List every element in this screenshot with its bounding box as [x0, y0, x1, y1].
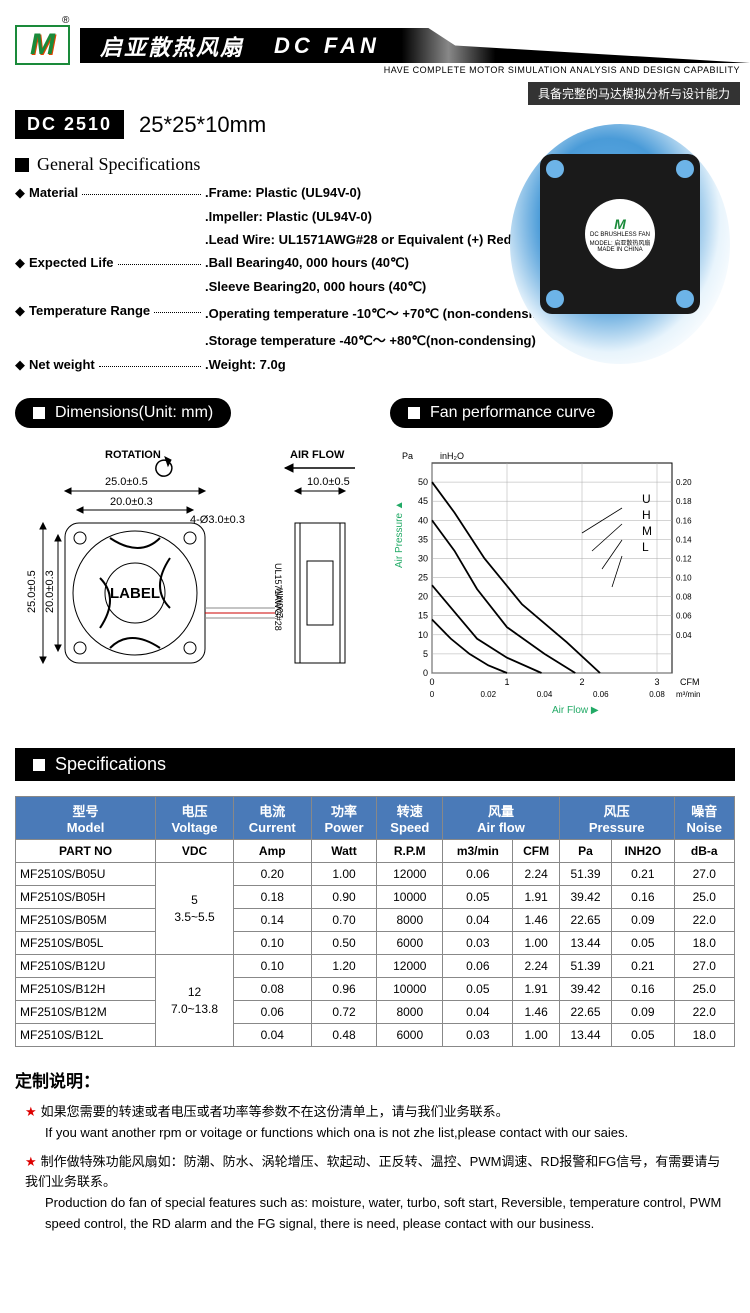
svg-text:m³/min: m³/min — [676, 690, 700, 699]
fan-product-image: M DC BRUSHLESS FAN MODEL: 启亚散热风扇 MADE IN… — [510, 124, 730, 364]
svg-text:Air Pressure ▲: Air Pressure ▲ — [394, 500, 405, 568]
svg-text:30: 30 — [418, 553, 428, 563]
dimensions-diagram: ROTATION AIR FLOW 25.0±0.5 20.0±0.3 4-Ø3… — [15, 443, 360, 703]
svg-text:U: U — [642, 492, 651, 506]
logo-letter: M — [30, 28, 55, 62]
svg-text:0.02: 0.02 — [480, 690, 496, 699]
logo: M — [15, 25, 70, 65]
dimensions-title: Dimensions(Unit: mm) — [15, 398, 231, 428]
title-en: DC FAN — [274, 33, 380, 59]
svg-text:0.16: 0.16 — [676, 516, 692, 525]
svg-text:35: 35 — [418, 534, 428, 544]
svg-text:M: M — [642, 524, 652, 538]
svg-text:25: 25 — [418, 573, 428, 583]
svg-text:0.04: 0.04 — [676, 631, 692, 640]
svg-text:4-Ø3.0±0.3: 4-Ø3.0±0.3 — [190, 514, 245, 526]
svg-text:0.08: 0.08 — [676, 593, 692, 602]
svg-text:Pa: Pa — [402, 451, 413, 461]
title-bar: 启亚散热风扇 DC FAN — [80, 28, 750, 63]
diagrams-row: Dimensions(Unit: mm) ROTATION AIR FLOW 2… — [0, 398, 750, 728]
svg-text:H: H — [642, 508, 651, 522]
svg-text:0.18: 0.18 — [676, 497, 692, 506]
svg-text:CFM: CFM — [680, 677, 700, 687]
svg-text:20.0±0.3: 20.0±0.3 — [44, 570, 56, 613]
svg-text:0.06: 0.06 — [676, 612, 692, 621]
svg-text:0: 0 — [430, 690, 435, 699]
performance-curve-chart: 0 5 10 15 20 25 30 35 40 45 50 0 1 2 3 0.04 0.06 0.08 0.10… — [390, 443, 735, 723]
svg-text:0: 0 — [429, 677, 434, 687]
svg-text:AIR FLOW: AIR FLOW — [290, 449, 345, 461]
svg-text:0.10: 0.10 — [676, 574, 692, 583]
svg-text:0.08: 0.08 — [649, 690, 665, 699]
specifications-table: 型号Model电压Voltage电流Current功率Power转速Speed风… — [15, 796, 735, 1047]
svg-text:1: 1 — [504, 677, 509, 687]
svg-text:0: 0 — [423, 668, 428, 678]
header: M ® 启亚散热风扇 DC FAN — [0, 0, 750, 55]
svg-text:50: 50 — [418, 477, 428, 487]
svg-text:LABEL: LABEL — [110, 585, 160, 602]
title-cn: 启亚散热风扇 — [100, 30, 244, 62]
specifications-title: Specifications — [15, 748, 735, 781]
svg-text:20.0±0.3: 20.0±0.3 — [110, 496, 153, 508]
svg-text:15: 15 — [418, 611, 428, 621]
svg-text:10.0±0.5: 10.0±0.5 — [307, 476, 350, 488]
general-specs-area: General Specifications ◆Material.Frame: … — [0, 154, 750, 373]
header-sub-en: HAVE COMPLETE MOTOR SIMULATION ANALYSIS … — [384, 65, 740, 75]
svg-text:2: 2 — [579, 677, 584, 687]
fan-center-label: M DC BRUSHLESS FAN MODEL: 启亚散热风扇 MADE IN… — [585, 199, 655, 269]
svg-text:0.12: 0.12 — [676, 554, 692, 563]
svg-text:Air Flow ▶: Air Flow ▶ — [552, 705, 599, 716]
svg-text:0.14: 0.14 — [676, 535, 692, 544]
svg-text:3: 3 — [654, 677, 659, 687]
svg-text:20: 20 — [418, 592, 428, 602]
svg-text:UL1571AWG#28: UL1571AWG#28 — [273, 563, 283, 631]
svg-text:45: 45 — [418, 496, 428, 506]
svg-text:0.06: 0.06 — [593, 690, 609, 699]
svg-text:inH₂O: inH₂O — [440, 451, 464, 461]
svg-text:ROTATION: ROTATION — [105, 449, 161, 461]
svg-text:0.20: 0.20 — [676, 478, 692, 487]
svg-text:25.0±0.5: 25.0±0.5 — [105, 476, 148, 488]
model-size: 25*25*10mm — [139, 112, 266, 138]
registered-mark: ® — [62, 15, 69, 26]
curve-title: Fan performance curve — [390, 398, 613, 428]
svg-text:40: 40 — [418, 515, 428, 525]
svg-text:0.04: 0.04 — [537, 690, 553, 699]
custom-title: 定制说明： — [15, 1067, 735, 1092]
header-sub-cn: 具备完整的马达模拟分析与设计能力 — [528, 82, 740, 105]
svg-text:5: 5 — [423, 649, 428, 659]
svg-text:L: L — [642, 540, 649, 554]
svg-text:25.0±0.5: 25.0±0.5 — [26, 570, 38, 613]
svg-text:10: 10 — [418, 630, 428, 640]
model-badge: DC 2510 — [15, 110, 124, 139]
